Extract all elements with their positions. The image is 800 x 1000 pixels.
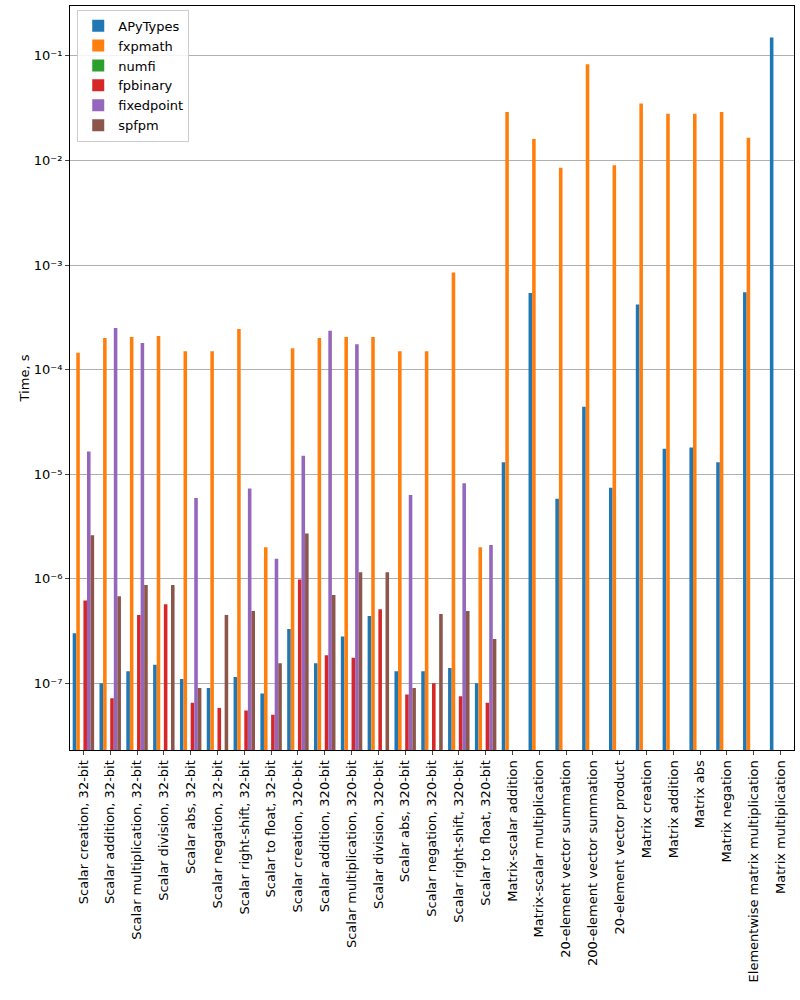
svg-text:Scalar division, 32-bit: Scalar division, 32-bit: [156, 760, 171, 901]
svg-text:10⁻²: 10⁻²: [34, 153, 63, 168]
svg-text:Scalar abs, 320-bit: Scalar abs, 320-bit: [397, 760, 412, 882]
svg-text:10⁻⁵: 10⁻⁵: [34, 467, 63, 482]
svg-text:20-element vector product: 20-element vector product: [612, 760, 627, 934]
svg-text:10⁻⁶: 10⁻⁶: [34, 571, 63, 586]
svg-text:Time, s: Time, s: [17, 354, 32, 402]
svg-text:Scalar to float, 32-bit: Scalar to float, 32-bit: [263, 760, 278, 897]
svg-text:Scalar negation, 320-bit: Scalar negation, 320-bit: [424, 760, 439, 917]
svg-text:fixedpoint: fixedpoint: [118, 98, 183, 113]
svg-text:Scalar to float, 320-bit: Scalar to float, 320-bit: [478, 760, 493, 906]
svg-text:Scalar right-shift, 32-bit: Scalar right-shift, 32-bit: [237, 760, 252, 914]
svg-text:numfi: numfi: [118, 59, 155, 74]
svg-text:Matrix abs: Matrix abs: [692, 760, 707, 828]
svg-text:Matrix-scalar multiplication: Matrix-scalar multiplication: [531, 760, 546, 937]
svg-text:Scalar abs, 32-bit: Scalar abs, 32-bit: [183, 760, 198, 874]
svg-text:10⁻³: 10⁻³: [34, 258, 63, 273]
svg-text:fpbinary: fpbinary: [118, 78, 172, 93]
svg-text:20-element vector summation: 20-element vector summation: [558, 760, 573, 958]
svg-text:10⁻¹: 10⁻¹: [34, 48, 63, 63]
svg-text:Scalar division, 320-bit: Scalar division, 320-bit: [371, 760, 386, 909]
svg-text:Elementwise matrix multiplicat: Elementwise matrix multiplication: [746, 760, 761, 982]
svg-text:10⁻⁷: 10⁻⁷: [34, 676, 63, 691]
svg-text:Scalar addition, 320-bit: Scalar addition, 320-bit: [317, 760, 332, 912]
svg-text:APyTypes: APyTypes: [118, 19, 179, 34]
svg-text:Scalar creation, 320-bit: Scalar creation, 320-bit: [290, 760, 305, 912]
svg-text:spfpm: spfpm: [118, 118, 159, 133]
svg-text:Matrix addition: Matrix addition: [666, 760, 681, 858]
svg-text:Matrix creation: Matrix creation: [639, 760, 654, 858]
svg-text:fxpmath: fxpmath: [118, 39, 172, 54]
svg-text:Scalar multiplication, 320-bit: Scalar multiplication, 320-bit: [344, 760, 359, 948]
svg-text:Matrix-scalar addition: Matrix-scalar addition: [505, 760, 520, 902]
svg-text:Matrix multiplication: Matrix multiplication: [773, 760, 788, 894]
svg-text:10⁻⁴: 10⁻⁴: [34, 362, 63, 377]
svg-text:Matrix negation: Matrix negation: [719, 760, 734, 862]
svg-text:Scalar negation, 32-bit: Scalar negation, 32-bit: [210, 760, 225, 908]
svg-text:200-element vector summation: 200-element vector summation: [585, 760, 600, 966]
svg-text:Scalar right-shift, 320-bit: Scalar right-shift, 320-bit: [451, 760, 466, 922]
svg-text:Scalar addition, 32-bit: Scalar addition, 32-bit: [102, 760, 117, 904]
svg-text:Scalar multiplication, 32-bit: Scalar multiplication, 32-bit: [129, 760, 144, 940]
svg-text:Scalar creation, 32-bit: Scalar creation, 32-bit: [76, 760, 91, 904]
